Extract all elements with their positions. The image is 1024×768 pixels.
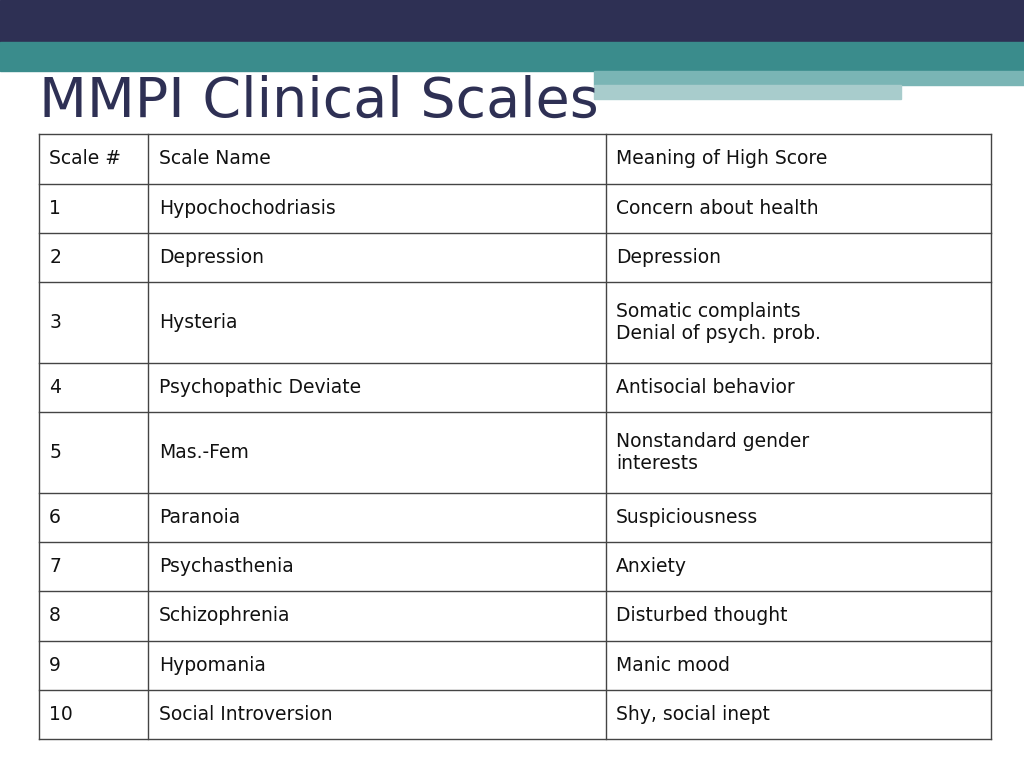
Text: Disturbed thought: Disturbed thought (615, 607, 787, 625)
Text: Concern about health: Concern about health (615, 199, 818, 217)
Text: Scale Name: Scale Name (159, 150, 270, 168)
Text: Social Introversion: Social Introversion (159, 705, 333, 723)
Text: Suspiciousness: Suspiciousness (615, 508, 758, 527)
Text: Manic mood: Manic mood (615, 656, 730, 674)
Text: 7: 7 (49, 558, 61, 576)
Text: MMPI Clinical Scales: MMPI Clinical Scales (39, 75, 599, 129)
Text: Antisocial behavior: Antisocial behavior (615, 378, 795, 397)
Text: 6: 6 (49, 508, 61, 527)
Text: 4: 4 (49, 378, 61, 397)
Text: Psychasthenia: Psychasthenia (159, 558, 294, 576)
Text: Denial of psych. prob.: Denial of psych. prob. (615, 323, 820, 343)
Text: Mas.-Fem: Mas.-Fem (159, 443, 249, 462)
Text: Hypochochodriasis: Hypochochodriasis (159, 199, 336, 217)
Text: 5: 5 (49, 443, 61, 462)
Text: Shy, social inept: Shy, social inept (615, 705, 770, 723)
Text: Meaning of High Score: Meaning of High Score (615, 150, 827, 168)
Text: 8: 8 (49, 607, 61, 625)
Text: Nonstandard gender: Nonstandard gender (615, 432, 809, 452)
Text: 9: 9 (49, 656, 61, 674)
Text: 10: 10 (49, 705, 73, 723)
Text: Paranoia: Paranoia (159, 508, 240, 527)
Text: Somatic complaints: Somatic complaints (615, 302, 801, 321)
Text: interests: interests (615, 454, 697, 473)
Text: Scale #: Scale # (49, 150, 121, 168)
Text: Depression: Depression (159, 248, 263, 266)
Text: Psychopathic Deviate: Psychopathic Deviate (159, 378, 360, 397)
Text: 3: 3 (49, 313, 61, 332)
Text: Schizophrenia: Schizophrenia (159, 607, 290, 625)
Text: Hypomania: Hypomania (159, 656, 265, 674)
Text: 2: 2 (49, 248, 61, 266)
Text: Anxiety: Anxiety (615, 558, 687, 576)
Text: 1: 1 (49, 199, 61, 217)
Text: Depression: Depression (615, 248, 721, 266)
Text: Hysteria: Hysteria (159, 313, 238, 332)
